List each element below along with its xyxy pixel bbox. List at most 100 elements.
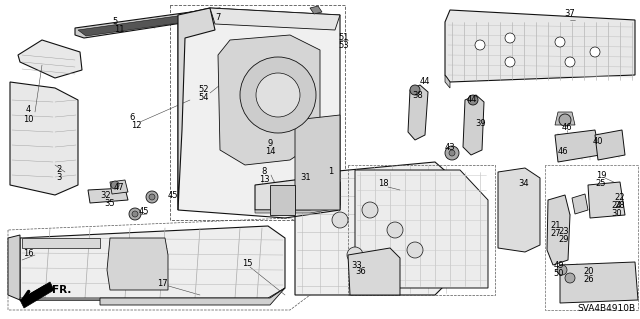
Text: 12: 12	[131, 122, 141, 130]
Polygon shape	[78, 10, 228, 36]
Polygon shape	[18, 40, 82, 78]
Polygon shape	[178, 8, 340, 218]
Text: 22: 22	[615, 192, 625, 202]
Polygon shape	[20, 288, 285, 300]
Polygon shape	[408, 85, 428, 140]
Circle shape	[410, 85, 420, 95]
Text: 24: 24	[612, 201, 622, 210]
Circle shape	[555, 37, 565, 47]
Text: 37: 37	[564, 10, 575, 19]
Text: 25: 25	[596, 179, 606, 188]
Text: 53: 53	[339, 41, 349, 50]
Text: 14: 14	[265, 146, 275, 155]
Text: 27: 27	[550, 228, 561, 238]
Text: 46: 46	[557, 147, 568, 157]
Circle shape	[256, 73, 300, 117]
Text: 44: 44	[467, 94, 477, 103]
Circle shape	[565, 57, 575, 67]
Circle shape	[129, 208, 141, 220]
Circle shape	[132, 211, 138, 217]
Polygon shape	[110, 180, 128, 194]
Text: 4: 4	[26, 106, 31, 115]
Circle shape	[149, 194, 155, 200]
Circle shape	[505, 57, 515, 67]
Text: 17: 17	[157, 278, 167, 287]
Text: 18: 18	[378, 179, 388, 188]
Circle shape	[475, 40, 485, 50]
Text: 30: 30	[612, 209, 622, 218]
Polygon shape	[572, 194, 588, 214]
Text: 23: 23	[559, 226, 570, 235]
Circle shape	[387, 222, 403, 238]
Circle shape	[111, 181, 119, 189]
Circle shape	[146, 191, 158, 203]
Polygon shape	[588, 182, 625, 218]
Text: 8: 8	[261, 167, 267, 176]
Polygon shape	[255, 178, 340, 210]
Text: 15: 15	[242, 259, 252, 269]
Circle shape	[347, 247, 363, 263]
Text: 16: 16	[22, 249, 33, 257]
Text: 9: 9	[268, 138, 273, 147]
Text: 40: 40	[593, 137, 604, 146]
Text: 39: 39	[476, 118, 486, 128]
Circle shape	[505, 33, 515, 43]
Text: 44: 44	[420, 78, 430, 86]
Polygon shape	[20, 226, 285, 300]
Circle shape	[565, 273, 575, 283]
Text: 46: 46	[562, 123, 572, 132]
Polygon shape	[463, 95, 484, 155]
Circle shape	[468, 95, 478, 105]
Circle shape	[449, 150, 455, 156]
Text: 54: 54	[199, 93, 209, 101]
Text: 32: 32	[100, 190, 111, 199]
Polygon shape	[498, 168, 540, 252]
Polygon shape	[178, 8, 215, 210]
Polygon shape	[295, 115, 340, 210]
Text: 5: 5	[113, 18, 118, 26]
Polygon shape	[547, 195, 570, 265]
Polygon shape	[255, 205, 340, 213]
Text: 1: 1	[328, 167, 333, 176]
Text: 52: 52	[199, 85, 209, 93]
Text: 19: 19	[596, 170, 606, 180]
Polygon shape	[555, 130, 600, 162]
Polygon shape	[22, 238, 100, 248]
Text: 28: 28	[614, 201, 625, 210]
Text: 50: 50	[554, 269, 564, 278]
Polygon shape	[348, 248, 400, 295]
Polygon shape	[107, 238, 168, 290]
Circle shape	[240, 57, 316, 133]
Polygon shape	[10, 82, 78, 195]
Text: 33: 33	[351, 261, 362, 270]
Text: 49: 49	[554, 261, 564, 270]
Circle shape	[590, 47, 600, 57]
Circle shape	[407, 242, 423, 258]
Polygon shape	[100, 288, 285, 305]
Text: SVA4B4910B: SVA4B4910B	[578, 304, 636, 313]
Text: 43: 43	[445, 144, 455, 152]
Circle shape	[362, 202, 378, 218]
Polygon shape	[310, 6, 322, 14]
Text: 31: 31	[301, 174, 311, 182]
Polygon shape	[555, 112, 575, 125]
Circle shape	[557, 265, 567, 275]
Text: 20: 20	[584, 268, 595, 277]
Circle shape	[445, 146, 459, 160]
Polygon shape	[270, 185, 295, 215]
Polygon shape	[595, 130, 625, 160]
Polygon shape	[75, 8, 228, 38]
Polygon shape	[445, 75, 450, 88]
Text: 34: 34	[518, 179, 529, 188]
Polygon shape	[295, 162, 450, 295]
Text: 6: 6	[129, 114, 134, 122]
Polygon shape	[445, 10, 635, 82]
Text: 2: 2	[56, 165, 61, 174]
Text: 7: 7	[215, 13, 221, 23]
Circle shape	[559, 114, 571, 126]
Polygon shape	[8, 235, 20, 300]
Text: 38: 38	[413, 91, 424, 100]
Text: 47: 47	[114, 183, 124, 192]
Text: 45: 45	[168, 191, 179, 201]
Polygon shape	[210, 8, 340, 30]
